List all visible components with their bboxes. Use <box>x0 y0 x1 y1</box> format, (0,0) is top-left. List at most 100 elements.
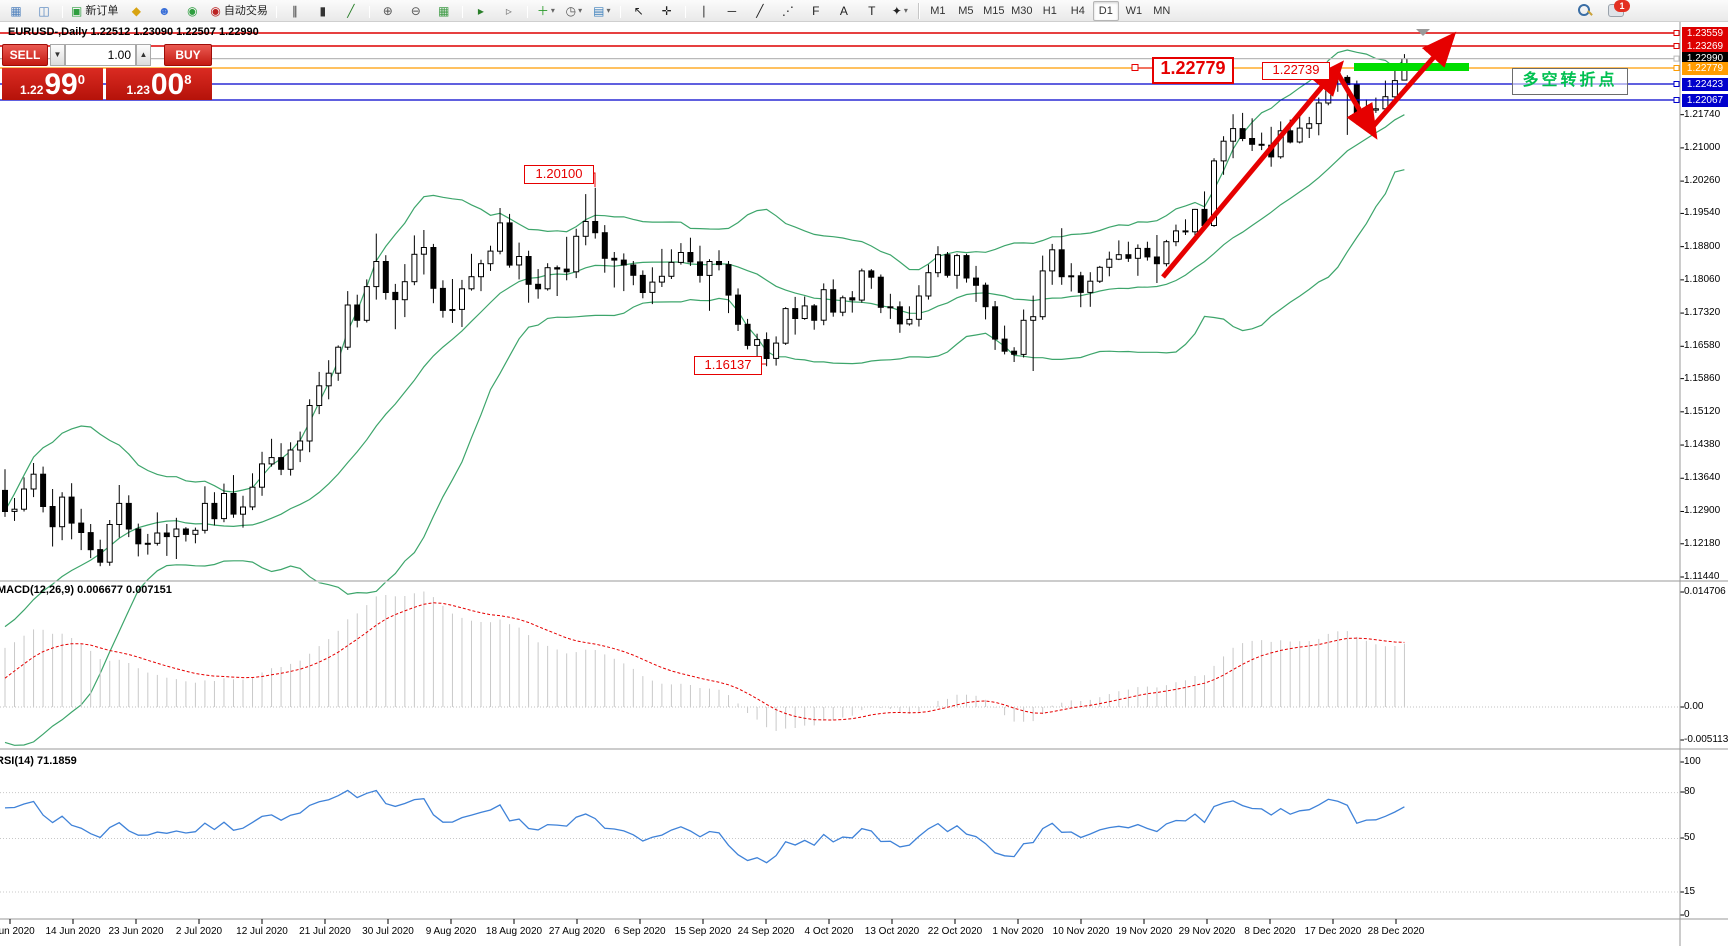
candle-body <box>887 306 894 309</box>
toolbar-groups: ▦ ◫ ▣ 新订单 ◆ ☻ ◉ ◉ 自动交易 ∥ ▮ ╱ ⊕ ⊖ ▦ ▸ ▹ ＋ ▾ ◷ ▾ ▤ ▾ ↖ ✛ ∣ ─ ╱ ⋰ F A T ✦ ▾ <box>2 1 914 21</box>
candle-body <box>1315 102 1322 125</box>
trendline-button[interactable]: ╱ <box>747 1 773 21</box>
autotrading-label: 自动交易 <box>223 4 268 17</box>
trendline-icon: ╱ <box>756 3 764 18</box>
timeframe-m15-button[interactable]: M15 <box>983 4 1005 17</box>
hline-button[interactable]: ─ <box>719 1 745 21</box>
fibonacci-button[interactable]: F <box>803 1 829 21</box>
vline-button[interactable]: ∣ <box>691 1 717 21</box>
candle-body <box>163 532 170 538</box>
candle-body <box>716 261 722 266</box>
styles-button[interactable]: ◆ <box>123 1 149 21</box>
candle-body <box>858 270 865 301</box>
channel-button[interactable]: ⋰ <box>775 1 801 21</box>
candle-body <box>554 267 561 270</box>
buy-button[interactable]: BUY <box>164 44 212 66</box>
candle-chart-button[interactable]: ▮ <box>310 1 336 21</box>
volume-increase-button[interactable]: ▲ <box>136 44 151 66</box>
ind-scale-0.014706: 0.014706 <box>1684 586 1726 597</box>
candle-body <box>1049 249 1056 272</box>
text-button[interactable]: A <box>831 1 857 21</box>
autotrading-button[interactable]: ◉ 自动交易 <box>207 1 270 21</box>
chart-shift-button[interactable]: ▹ <box>496 1 522 21</box>
auto-scroll-icon: ▸ <box>477 3 484 18</box>
zoom-out-button[interactable]: ⊖ <box>403 1 429 21</box>
profiles-button[interactable]: ◫ <box>31 1 57 21</box>
date-label: 8 Dec 2020 <box>1244 926 1296 937</box>
channel-icon: ⋰ <box>781 3 794 18</box>
price-label-1-20100[interactable]: 1.20100 <box>524 165 594 184</box>
terminal-button[interactable]: ☻ <box>151 1 177 21</box>
scale-tick-1.17320: 1.17320 <box>1684 307 1721 319</box>
candle-body <box>1020 319 1027 355</box>
date-label: 14 Jun 2020 <box>45 926 101 937</box>
volume-decrease-button[interactable]: ▼ <box>50 44 65 66</box>
date-label: 12 Jul 2020 <box>236 926 288 937</box>
ind-scale--0.005113: -0.005113 <box>1684 734 1728 745</box>
candle-body <box>601 232 608 259</box>
notification-badge: 1 <box>1614 0 1630 12</box>
candle-body <box>544 267 551 290</box>
zoom-in-button[interactable]: ⊕ <box>375 1 401 21</box>
timeframe-m5-button[interactable]: M5 <box>958 4 974 17</box>
candle-body <box>582 221 589 237</box>
trend-arrow-3[interactable] <box>1367 31 1457 133</box>
date-label: 1 Nov 2020 <box>992 926 1044 937</box>
candle-body <box>849 297 856 301</box>
tile-windows-button[interactable]: ▦ <box>431 1 457 21</box>
candle-body <box>1277 130 1284 158</box>
arrows-button[interactable]: ✦ ▾ <box>887 1 913 21</box>
toolbar-separator <box>619 5 621 18</box>
support-zone-bar[interactable] <box>1354 63 1469 71</box>
price-label-1-16137[interactable]: 1.16137 <box>694 356 762 375</box>
candle-body <box>697 261 703 276</box>
periods-button[interactable]: ◷ ▾ <box>561 1 587 21</box>
candle-body <box>297 440 304 451</box>
indicators-dropdown-icon: ▾ <box>550 5 555 15</box>
notifications-icon[interactable]: 1 <box>1608 0 1630 18</box>
buy-price-box[interactable]: 1.23 00 8 <box>106 68 212 100</box>
templates-button[interactable]: ▤ ▾ <box>589 1 615 21</box>
price-label-1-22739[interactable]: 1.22739 <box>1262 62 1330 80</box>
timeframe-h4-button[interactable]: H4 <box>1070 4 1085 17</box>
sell-button[interactable]: SELL <box>2 44 48 66</box>
candle-chart-icon: ▮ <box>319 3 327 18</box>
timeframe-w1-button[interactable]: W1 <box>1125 4 1143 17</box>
crosshair-button[interactable]: ✛ <box>654 1 680 21</box>
candle-body <box>316 385 323 406</box>
search-icon[interactable] <box>1577 3 1593 18</box>
trend-arrow-2[interactable] <box>1335 72 1378 140</box>
candle-body <box>915 295 922 320</box>
scale-tick-1.14380: 1.14380 <box>1684 439 1721 451</box>
volume-input[interactable] <box>65 44 136 66</box>
signals-icon: ◉ <box>187 3 198 18</box>
auto-scroll-button[interactable]: ▸ <box>468 1 494 21</box>
text-icon: A <box>839 3 848 18</box>
candle-body <box>963 255 970 279</box>
price-label-1-22779[interactable]: 1.22779 <box>1152 57 1234 84</box>
sell-price-box[interactable]: 1.22 99 0 <box>2 68 103 100</box>
line-chart-button[interactable]: ╱ <box>338 1 364 21</box>
date-label: 13 Oct 2020 <box>864 926 920 937</box>
candle-body <box>973 277 979 286</box>
scale-tick-1.18800: 1.18800 <box>1684 240 1721 252</box>
signals-button[interactable]: ◉ <box>179 1 205 21</box>
trend-arrow-1[interactable] <box>1161 60 1345 279</box>
timeframe-m30-button[interactable]: M30 <box>1011 4 1033 17</box>
new-chart-button[interactable]: ▦ <box>3 1 29 21</box>
indicators-button[interactable]: ＋ ▾ <box>533 1 559 21</box>
new-order-button[interactable]: ▣ 新订单 <box>68 1 121 21</box>
cursor-button[interactable]: ↖ <box>626 1 652 21</box>
terminal-icon: ☻ <box>158 3 171 18</box>
timeframe-m1-button[interactable]: M1 <box>930 4 946 17</box>
date-label: 24 Sep 2020 <box>737 926 795 937</box>
timeframe-mn-button[interactable]: MN <box>1153 4 1171 17</box>
note-text-box[interactable]: 多空转折点 <box>1512 68 1628 95</box>
candle-body <box>1372 108 1379 111</box>
text-label-button[interactable]: T <box>859 1 885 21</box>
candle-body <box>535 283 542 290</box>
timeframe-h1-button[interactable]: H1 <box>1042 4 1057 17</box>
bar-chart-button[interactable]: ∥ <box>282 1 308 21</box>
timeframe-d1-button[interactable]: D1 <box>1092 0 1119 21</box>
